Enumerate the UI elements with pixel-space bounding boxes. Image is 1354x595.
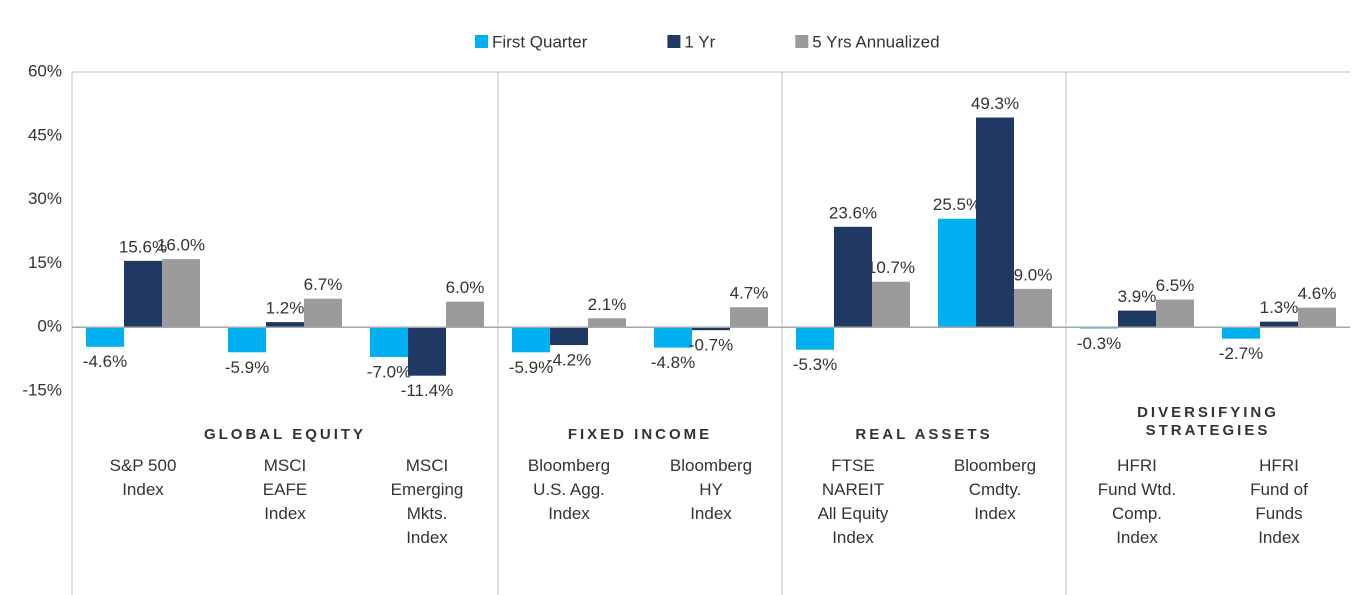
value-label: 6.5%: [1156, 276, 1195, 295]
legend-swatch: [475, 35, 488, 48]
bar: [446, 301, 484, 328]
group-label: DIVERSIFYING STRATEGIES: [1137, 404, 1279, 439]
bar: [730, 307, 768, 328]
y-tick-label: 0%: [37, 317, 62, 336]
x-tick-label: HFRI Fund Wtd. Comp. Index: [1097, 456, 1177, 547]
x-tick-label: HFRI Fund of Funds Index: [1250, 456, 1308, 547]
bar: [834, 226, 872, 328]
bar: [304, 298, 342, 328]
bar: [1260, 321, 1298, 328]
legend-label: 1 Yr: [684, 32, 715, 51]
y-tick-label: 15%: [28, 253, 62, 272]
value-label: 1.2%: [266, 299, 305, 318]
x-tick-label: Bloomberg HY Index: [669, 456, 753, 523]
value-label: -5.3%: [793, 355, 837, 374]
bar: [86, 327, 124, 347]
legend-swatch: [795, 35, 809, 48]
value-label: 16.0%: [157, 236, 205, 255]
bar: [1014, 288, 1052, 328]
bar: [266, 322, 304, 328]
bar: [512, 327, 550, 353]
y-tick-label: 45%: [28, 125, 62, 144]
bar: [162, 259, 200, 328]
bar: [1156, 299, 1194, 328]
value-label: -0.7%: [689, 336, 733, 355]
value-label: 25.5%: [933, 195, 981, 214]
value-label: -4.8%: [651, 353, 695, 372]
bar: [976, 117, 1014, 328]
bar: [654, 327, 692, 348]
value-label: -0.3%: [1077, 334, 1121, 353]
group-label: REAL ASSETS: [855, 426, 993, 443]
legend-swatch: [667, 35, 681, 48]
value-label: 3.9%: [1118, 287, 1157, 306]
value-label: 9.0%: [1014, 265, 1053, 284]
value-label: 1.3%: [1260, 298, 1299, 317]
value-label: 15.6%: [119, 237, 167, 256]
group-label: GLOBAL EQUITY: [203, 426, 367, 443]
value-label: -4.6%: [83, 352, 127, 371]
value-label: -5.9%: [225, 358, 269, 377]
bar: [408, 327, 446, 376]
bar: [1118, 310, 1156, 328]
value-label: -4.2%: [547, 351, 591, 370]
value-label: 2.1%: [588, 295, 627, 314]
bar: [228, 327, 266, 353]
value-label: -11.4%: [401, 381, 454, 400]
y-tick-label: 60%: [28, 61, 62, 80]
x-tick-label: FTSE NAREIT All Equity Index: [817, 456, 889, 547]
bar: [370, 327, 408, 357]
y-tick-label: -15%: [22, 380, 62, 399]
value-label: 23.6%: [829, 203, 877, 222]
x-tick-label: Bloomberg U.S. Agg. Index: [527, 456, 611, 523]
bar: [872, 281, 910, 328]
value-label: 49.3%: [971, 94, 1019, 113]
x-tick-label: Bloomberg Cmdty. Index: [953, 456, 1037, 523]
group-label: FIXED INCOME: [567, 426, 713, 443]
bar: [550, 327, 588, 346]
value-label: -2.7%: [1219, 344, 1263, 363]
value-label: 4.6%: [1298, 284, 1337, 303]
value-label: 4.7%: [730, 284, 769, 303]
bar: [938, 218, 976, 328]
y-tick-label: 30%: [28, 189, 62, 208]
value-label: 6.7%: [304, 275, 343, 294]
x-tick-label: MSCI EAFE Index: [262, 456, 308, 523]
value-label: -5.9%: [509, 358, 553, 377]
legend-label: First Quarter: [492, 32, 588, 51]
value-label: -7.0%: [367, 362, 411, 381]
value-label: 10.7%: [867, 258, 915, 277]
bar: [692, 327, 730, 331]
x-tick-label: S&P 500 Index: [109, 456, 177, 499]
bar: [796, 327, 834, 350]
bar: [124, 260, 162, 328]
legend-label: 5 Yrs Annualized: [812, 32, 939, 51]
bar: [588, 318, 626, 328]
value-label: 6.0%: [446, 278, 485, 297]
bar: [1298, 307, 1336, 328]
bar: [1222, 327, 1260, 339]
x-tick-label: MSCI Emerging Mkts. Index: [390, 456, 464, 547]
